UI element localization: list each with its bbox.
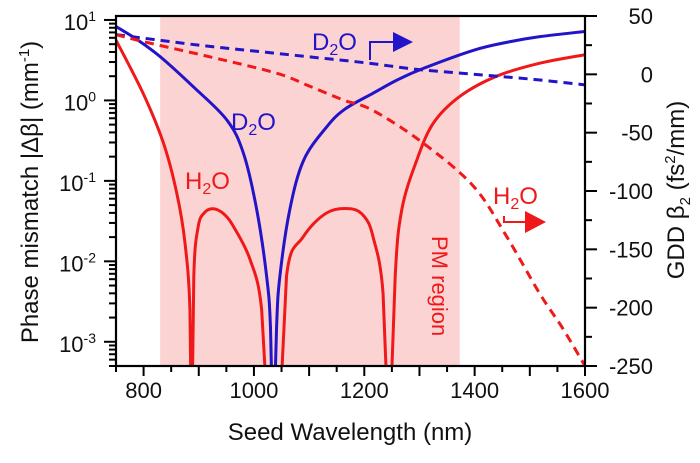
left-tick-labels: 101 100 10-1 10-2 10-3 (59, 8, 96, 357)
d2o-solid-label: D2O (231, 109, 276, 139)
right-tick-label: -100 (609, 179, 653, 204)
right-tick-label: -50 (621, 121, 653, 146)
right-tick-label: -150 (609, 237, 653, 262)
right-tick-label: 0 (641, 62, 653, 87)
right-axis-arrow-icon (503, 211, 546, 233)
left-tick-label: 101 (64, 8, 96, 35)
series-layer (116, 25, 585, 366)
x-tick-labels: 800 1000 1200 1400 1600 (125, 378, 609, 403)
right-tick-label: -200 (609, 296, 653, 321)
series-h2o-dashed-line (116, 33, 585, 366)
right-axis-arrow-icon (369, 32, 413, 60)
h2o-solid-label: H2O (185, 168, 230, 198)
left-tick-label: 10-1 (59, 169, 96, 196)
left-axis-title: Phase mismatch |Δβ| (mm-1) (16, 41, 44, 343)
axis-ticks (104, 15, 597, 376)
x-tick-label: 800 (125, 378, 162, 403)
left-tick-label: 10-3 (59, 330, 96, 357)
right-axis-title: GDD β2 (fs2/mm) (662, 101, 694, 279)
x-tick-label: 1000 (229, 378, 278, 403)
series-h2o-solid-line (116, 39, 585, 366)
h2o-gdd-label: H2O (493, 183, 538, 213)
x-tick-label: 1200 (340, 378, 389, 403)
right-tick-label: -250 (609, 354, 653, 379)
series-d2o-dashed-line (116, 33, 585, 87)
x-tick-label: 1400 (450, 378, 499, 403)
d2o-gdd-label: D2O (312, 29, 357, 59)
pm-region-label: PM region (427, 236, 452, 336)
series-d2o-solid-line (116, 25, 585, 366)
left-tick-label: 100 (64, 88, 96, 115)
x-tick-label: 1600 (561, 378, 610, 403)
left-tick-label: 10-2 (59, 249, 96, 276)
right-tick-labels: 50 0 -50 -100 -150 -200 -250 (609, 4, 653, 379)
right-tick-label: 50 (629, 4, 653, 29)
x-axis-title: Seed Wavelength (nm) (228, 419, 473, 446)
